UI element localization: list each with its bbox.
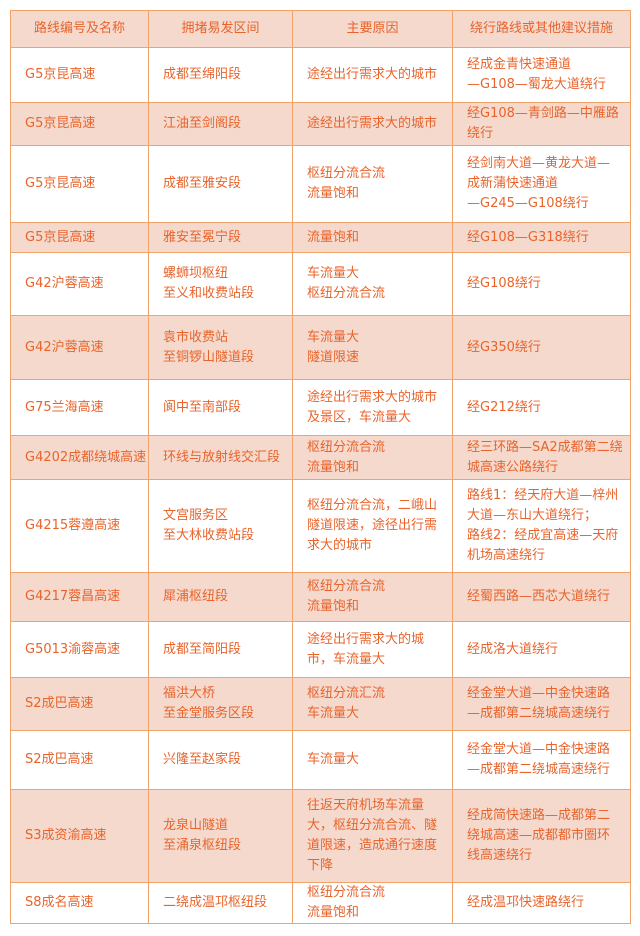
detour-cell: 经成温邛快速路绕行: [452, 882, 631, 924]
header-row: 路线编号及名称 拥堵易发区间 主要原因 绕行路线或其他建议措施: [10, 10, 631, 48]
table-row: G5京昆高速 成都至雅安段 枢纽分流合流 流量饱和 经剑南大道—黄龙大道— 成新蒲快速…: [10, 145, 631, 223]
route-cell: G75兰海高速: [10, 379, 149, 436]
header-route: 路线编号及名称: [10, 10, 149, 48]
header-section: 拥堵易发区间: [148, 10, 293, 48]
congestion-table: 路线编号及名称 拥堵易发区间 主要原因 绕行路线或其他建议措施 G5京昆高速 成都…: [10, 10, 631, 924]
detour-cell: 经金堂大道—中金快速路 —成都第二绕城高速绕行: [452, 730, 631, 790]
detour-cell: 经G108—青剑路—中雁路 绕行: [452, 102, 631, 146]
section-cell: 阆中至南部段: [148, 379, 293, 436]
cause-cell: 枢纽分流合流 流量饱和: [292, 882, 453, 924]
header-cause: 主要原因: [292, 10, 453, 48]
section-cell: 二绕成温邛枢纽段: [148, 882, 293, 924]
route-cell: G5京昆高速: [10, 102, 149, 146]
table-row: G4202成都绕城高速 环线与放射线交汇段 枢纽分流合流 流量饱和 经三环路—SA2成…: [10, 435, 631, 480]
header-detour: 绕行路线或其他建议措施: [452, 10, 631, 48]
route-cell: G5京昆高速: [10, 47, 149, 103]
section-cell: 文宫服务区 至大林收费站段: [148, 479, 293, 573]
route-cell: G5京昆高速: [10, 145, 149, 223]
cause-cell: 车流量大 隧道限速: [292, 315, 453, 380]
route-cell: G4202成都绕城高速: [10, 435, 149, 480]
detour-cell: 经G108绕行: [452, 252, 631, 316]
cause-cell: 枢纽分流合流 流量饱和: [292, 435, 453, 480]
detour-cell: 经剑南大道—黄龙大道— 成新蒲快速通道 —G245—G108绕行: [452, 145, 631, 223]
cause-cell: 往返天府机场车流量 大，枢纽分流合流、隧 道限速，造成通行速度 下降: [292, 789, 453, 883]
route-cell: G42沪蓉高速: [10, 315, 149, 380]
table-row: G5京昆高速 江油至剑阁段 途经出行需求大的城市 经G108—青剑路—中雁路 绕行: [10, 102, 631, 146]
route-cell: S8成名高速: [10, 882, 149, 924]
section-cell: 福洪大桥 至金堂服务区段: [148, 677, 293, 731]
table-row: S2成巴高速 兴隆至赵家段 车流量大 经金堂大道—中金快速路 —成都第二绕城高速绕行: [10, 730, 631, 790]
cause-cell: 枢纽分流合流 流量饱和: [292, 145, 453, 223]
section-cell: 袁市收费站 至铜锣山隧道段: [148, 315, 293, 380]
route-cell: G42沪蓉高速: [10, 252, 149, 316]
detour-cell: 经蜀西路—西芯大道绕行: [452, 572, 631, 622]
cause-cell: 途经出行需求大的城市: [292, 47, 453, 103]
route-cell: G4215蓉遵高速: [10, 479, 149, 573]
detour-cell: 经G350绕行: [452, 315, 631, 380]
route-cell: S3成资渝高速: [10, 789, 149, 883]
section-cell: 犀浦枢纽段: [148, 572, 293, 622]
route-cell: G5013渝蓉高速: [10, 621, 149, 678]
detour-cell: 经三环路—SA2成都第二绕 城高速公路绕行: [452, 435, 631, 480]
cause-cell: 车流量大 枢纽分流合流: [292, 252, 453, 316]
detour-cell: 路线1：经天府大道—梓州 大道—东山大道绕行； 路线2：经成宜高速—天府 机场高…: [452, 479, 631, 573]
section-cell: 成都至雅安段: [148, 145, 293, 223]
section-cell: 江油至剑阁段: [148, 102, 293, 146]
cause-cell: 途经出行需求大的城 市，车流量大: [292, 621, 453, 678]
table-row: G42沪蓉高速 袁市收费站 至铜锣山隧道段 车流量大 隧道限速 经G350绕行: [10, 315, 631, 380]
detour-cell: 经成金青快速通道 —G108—蜀龙大道绕行: [452, 47, 631, 103]
section-cell: 环线与放射线交汇段: [148, 435, 293, 480]
table-row: G5013渝蓉高速 成都至简阳段 途经出行需求大的城 市，车流量大 经成洛大道绕行: [10, 621, 631, 678]
table-row: G75兰海高速 阆中至南部段 途经出行需求大的城市 及景区，车流量大 经G212绕行: [10, 379, 631, 436]
detour-cell: 经G212绕行: [452, 379, 631, 436]
section-cell: 成都至简阳段: [148, 621, 293, 678]
table-row: S2成巴高速 福洪大桥 至金堂服务区段 枢纽分流汇流 车流量大 经金堂大道—中金快速路…: [10, 677, 631, 731]
detour-cell: 经金堂大道—中金快速路 —成都第二绕城高速绕行: [452, 677, 631, 731]
section-cell: 龙泉山隧道 至涌泉枢纽段: [148, 789, 293, 883]
table-row: G5京昆高速 雅安至冕宁段 流量饱和 经G108—G318绕行: [10, 222, 631, 253]
section-cell: 兴隆至赵家段: [148, 730, 293, 790]
table-row: S8成名高速 二绕成温邛枢纽段 枢纽分流合流 流量饱和 经成温邛快速路绕行: [10, 882, 631, 924]
section-cell: 雅安至冕宁段: [148, 222, 293, 253]
section-cell: 螺蛳坝枢纽 至义和收费站段: [148, 252, 293, 316]
detour-cell: 经成简快速路—成都第二 绕城高速—成都都市圈环 线高速绕行: [452, 789, 631, 883]
route-cell: S2成巴高速: [10, 677, 149, 731]
cause-cell: 枢纽分流汇流 车流量大: [292, 677, 453, 731]
cause-cell: 车流量大: [292, 730, 453, 790]
table-row: S3成资渝高速 龙泉山隧道 至涌泉枢纽段 往返天府机场车流量 大，枢纽分流合流、隧 …: [10, 789, 631, 883]
table-row: G5京昆高速 成都至绵阳段 途经出行需求大的城市 经成金青快速通道 —G108—蜀龙大…: [10, 47, 631, 103]
cause-cell: 流量饱和: [292, 222, 453, 253]
table-row: G4215蓉遵高速 文宫服务区 至大林收费站段 枢纽分流合流，二峨山 隧道限速，途径…: [10, 479, 631, 573]
table-row: G4217蓉昌高速 犀浦枢纽段 枢纽分流合流 流量饱和 经蜀西路—西芯大道绕行: [10, 572, 631, 622]
route-cell: S2成巴高速: [10, 730, 149, 790]
cause-cell: 枢纽分流合流，二峨山 隧道限速，途径出行需 求大的城市: [292, 479, 453, 573]
section-cell: 成都至绵阳段: [148, 47, 293, 103]
route-cell: G4217蓉昌高速: [10, 572, 149, 622]
detour-cell: 经成洛大道绕行: [452, 621, 631, 678]
route-cell: G5京昆高速: [10, 222, 149, 253]
cause-cell: 途经出行需求大的城市 及景区，车流量大: [292, 379, 453, 436]
table-row: G42沪蓉高速 螺蛳坝枢纽 至义和收费站段 车流量大 枢纽分流合流 经G108绕行: [10, 252, 631, 316]
cause-cell: 途经出行需求大的城市: [292, 102, 453, 146]
cause-cell: 枢纽分流合流 流量饱和: [292, 572, 453, 622]
detour-cell: 经G108—G318绕行: [452, 222, 631, 253]
